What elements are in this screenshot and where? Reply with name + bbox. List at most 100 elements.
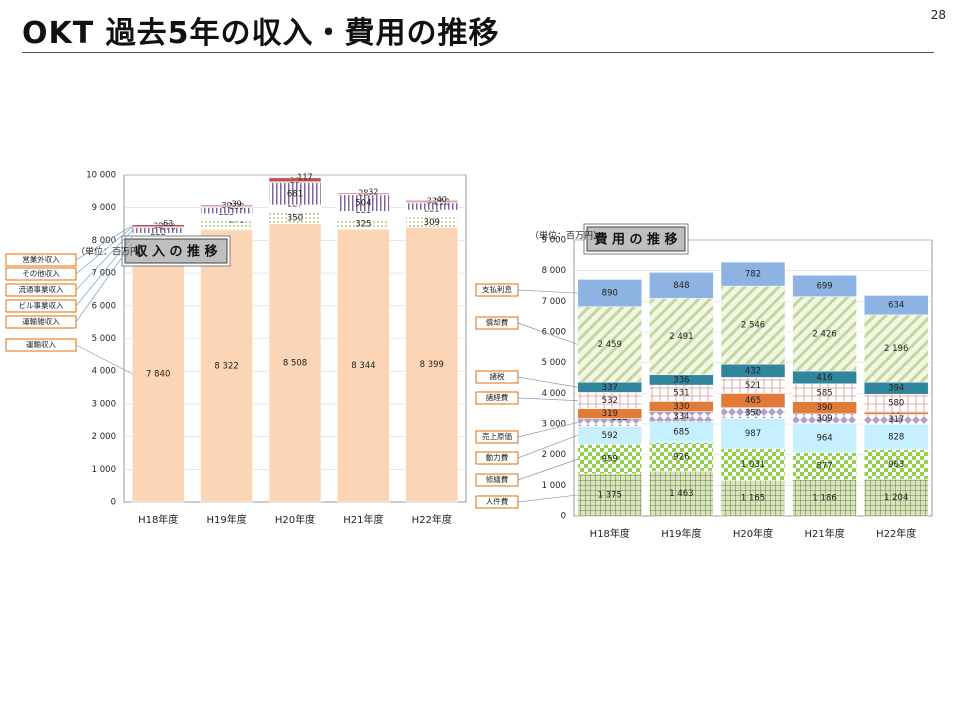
data-label: 416: [816, 373, 832, 383]
data-label: 699: [816, 281, 832, 291]
legend-leader: [517, 289, 578, 294]
y-tick-label: 9 000: [542, 236, 566, 246]
bar-segment: [577, 279, 643, 307]
legend-leader: [75, 242, 133, 323]
bar-segment: [405, 200, 459, 203]
legend-leader: [75, 344, 133, 375]
y-tick-label: 10 000: [86, 171, 116, 181]
data-label: 2 196: [884, 344, 908, 354]
data-label: 532: [602, 396, 618, 406]
data-label: 32: [368, 187, 378, 196]
legend-leader: [517, 458, 578, 481]
legend-label: 流通事業収入: [19, 284, 64, 294]
data-label: 7 840: [146, 369, 170, 379]
bar-segment: [792, 274, 857, 297]
legend-label: 償却費: [486, 317, 509, 327]
data-label: 987: [745, 429, 761, 439]
data-label: 317: [888, 415, 904, 425]
data-label: 350: [745, 409, 761, 419]
x-tick-label: H21年度: [343, 513, 383, 526]
bar-segment: [649, 298, 714, 376]
chart-title-inner: [124, 238, 228, 264]
y-tick-label: 0: [561, 512, 566, 522]
chart-title-inner: [586, 226, 686, 252]
bar-segment: [863, 314, 929, 383]
data-label: 350: [287, 214, 303, 224]
data-label: 1 186: [812, 493, 836, 503]
legend-label: 運輸収入: [26, 339, 56, 349]
y-tick-label: 8 000: [92, 236, 116, 246]
x-tick-label: H22年度: [876, 527, 916, 540]
data-label: 504: [355, 199, 371, 209]
slide-title: OKT 過去5年の収入・費用の推移: [22, 16, 500, 51]
bar-segment: [863, 295, 929, 316]
chart-title: 費 用 の 推 移: [594, 232, 677, 248]
data-label: 1 031: [741, 460, 765, 470]
bar-segment: [720, 261, 786, 287]
legend-label: 動力費: [486, 452, 509, 462]
data-label: 40: [437, 195, 447, 204]
bar-segment: [131, 224, 185, 228]
x-tick-label: H19年度: [661, 527, 701, 540]
legend-label: 売上原価: [482, 431, 512, 441]
y-tick-label: 5 000: [92, 334, 116, 344]
data-label: 337: [602, 383, 618, 393]
x-tick-label: H22年度: [412, 513, 452, 526]
data-label: 39: [232, 200, 242, 209]
bar-segment: [863, 478, 929, 517]
y-tick-label: 1 000: [92, 465, 116, 475]
y-tick-label: 6 000: [92, 301, 116, 311]
data-label: 1 463: [669, 489, 693, 499]
bar-segment: [200, 220, 253, 231]
bar-segment: [405, 227, 459, 503]
legend-leader: [75, 230, 133, 291]
y-tick-label: 4 000: [542, 389, 566, 399]
data-label: 1 375: [598, 490, 622, 500]
data-label: 1 165: [741, 494, 765, 504]
data-label: 848: [673, 281, 689, 291]
y-tick-label: 4 000: [92, 367, 116, 377]
data-label: 309: [424, 218, 440, 228]
data-label: 63: [163, 219, 173, 228]
legend-label: 運輸雑収入: [22, 316, 60, 326]
bar-segment: [200, 204, 253, 207]
x-tick-label: H18年度: [138, 513, 178, 526]
bar-segment: [649, 272, 714, 299]
x-tick-label: H20年度: [733, 527, 773, 540]
data-label: 8 399: [420, 360, 444, 370]
data-label: 432: [745, 366, 761, 376]
bar-segment: [720, 480, 786, 517]
bar-segment: [577, 306, 643, 383]
legend-label: 営業外収入: [22, 254, 60, 264]
data-label: 964: [816, 433, 832, 443]
data-label: 2 459: [598, 340, 622, 350]
legend-leader: [75, 236, 133, 307]
legend-leader: [517, 494, 578, 503]
bar-segment: [268, 177, 322, 182]
legend-label: その他収入: [22, 268, 60, 278]
bar-segment: [577, 473, 643, 517]
y-tick-label: 2 000: [542, 450, 566, 460]
data-label: 890: [602, 289, 618, 299]
bar-segment: [792, 296, 857, 372]
bar-segment: [268, 223, 322, 503]
data-label: 8 344: [351, 361, 375, 371]
data-label: 828: [888, 432, 904, 442]
data-label: 8 508: [283, 358, 307, 368]
unit-note: （単位：百万円）: [530, 230, 602, 242]
y-tick-label: 9 000: [92, 203, 116, 213]
data-label: 394: [888, 384, 904, 394]
bar-segment: [577, 418, 643, 427]
bar-segment: [720, 418, 786, 449]
bar-segment: [792, 422, 857, 453]
y-tick-label: 7 000: [542, 297, 566, 307]
y-tick-label: 0: [111, 498, 116, 508]
data-label: 959: [602, 455, 618, 465]
data-label: 2 546: [741, 321, 765, 331]
data-label: 309: [816, 414, 832, 424]
x-tick-label: H20年度: [275, 513, 315, 526]
legend-leader: [75, 227, 133, 275]
data-label: 390: [816, 403, 832, 413]
page-number: 28: [930, 8, 946, 22]
